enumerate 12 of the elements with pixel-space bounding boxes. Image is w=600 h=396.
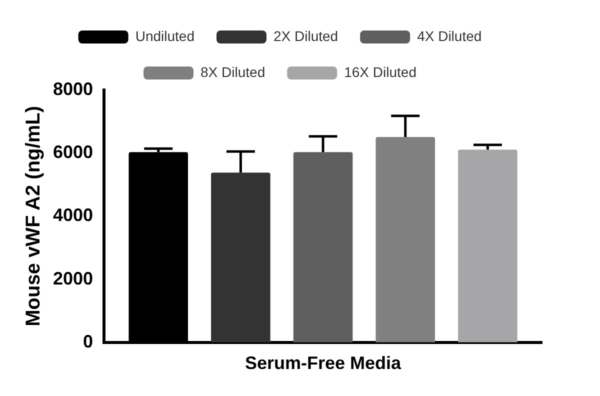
y-tick-label: 8000 [52, 78, 94, 99]
legend-label: 16X Diluted [344, 64, 416, 80]
y-tick-label: 4000 [52, 205, 94, 226]
y-tick-label: 6000 [52, 142, 94, 162]
y-tick-label: 0 [83, 331, 94, 352]
legend-label: 4X Diluted [417, 28, 482, 44]
legend-label: 8X Diluted [200, 64, 266, 80]
y-tick-label: 2000 [52, 268, 94, 288]
legend-label: Undiluted [135, 28, 194, 44]
y-axis-title: Mouse vWF A2 (ng/mL) [22, 106, 45, 326]
x-tick-label: Serum-Free Media [244, 353, 402, 374]
legend-label: 2X Diluted [273, 28, 338, 44]
